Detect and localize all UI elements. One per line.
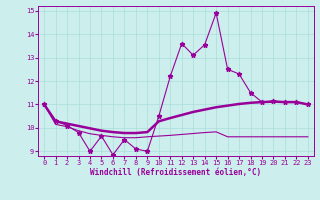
X-axis label: Windchill (Refroidissement éolien,°C): Windchill (Refroidissement éolien,°C)	[91, 168, 261, 177]
